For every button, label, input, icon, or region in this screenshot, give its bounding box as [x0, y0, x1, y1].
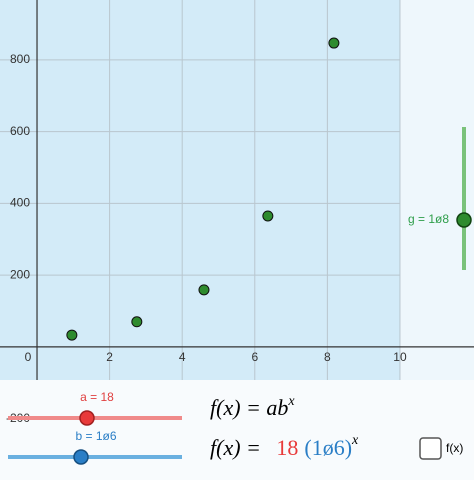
slider-b-handle[interactable]	[73, 449, 89, 465]
point	[262, 210, 274, 222]
y-tick-label: 400	[10, 196, 30, 210]
x-tick-label: 0	[25, 350, 32, 364]
formula-specific: f(x) = 18 (1ø6)x	[210, 433, 359, 460]
x-tick-label: 8	[324, 350, 331, 364]
checkbox-label[interactable]: f(x)	[446, 441, 463, 455]
slider-b-label: b = 1ø6	[75, 429, 116, 443]
formula-general: f(x) = abx	[210, 394, 295, 420]
slider-g-label: g = 1ø8	[408, 212, 449, 226]
point	[198, 284, 210, 296]
slider-a-handle[interactable]	[79, 410, 95, 426]
point	[328, 37, 340, 49]
checkbox[interactable]	[419, 437, 442, 460]
slider-a-label: a = 18	[80, 390, 114, 404]
slider-g-handle[interactable]	[456, 212, 472, 228]
x-tick-label: 10	[393, 350, 407, 364]
point	[131, 316, 143, 328]
plot-region	[0, 0, 400, 380]
y-tick-label: 200	[10, 267, 30, 281]
y-tick-label: 800	[10, 52, 30, 66]
point	[66, 329, 78, 341]
y-tick-label: 600	[10, 124, 30, 138]
x-tick-label: 6	[251, 350, 258, 364]
x-tick-label: 2	[106, 350, 113, 364]
x-tick-label: 4	[179, 350, 186, 364]
